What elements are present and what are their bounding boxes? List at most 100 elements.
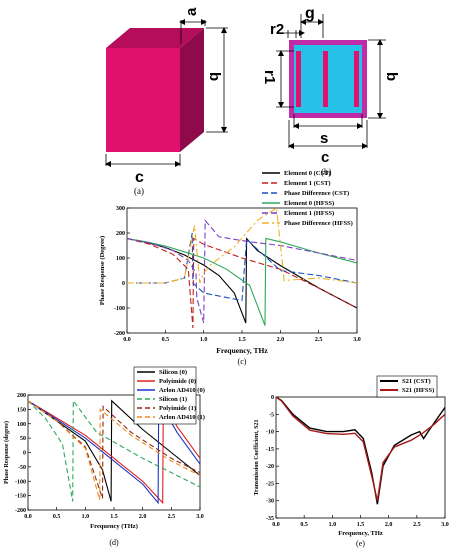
block-side-face <box>180 28 204 152</box>
dim-c-label: c <box>135 169 144 186</box>
x-tick-label: 0.5 <box>53 514 61 520</box>
y-tick-label: -150 <box>15 494 26 500</box>
y-tick-label: -15 <box>266 447 274 453</box>
chart-e-transmission: 0.0 0.5 1.0 1.5 2.0 2.5 3.0 0 -5 -10 -15 -20 -25 -30 -… <box>254 375 449 548</box>
series-line-phase-difference-hfss <box>127 208 357 284</box>
y-tick-label: -30 <box>266 499 274 505</box>
unitcell-strip-center <box>323 51 328 107</box>
y-tick-label: -35 <box>266 516 274 522</box>
y-tick-label: -100 <box>114 306 125 312</box>
y-tick-label: 200 <box>116 231 125 237</box>
y-tick-label: 0 <box>23 451 26 457</box>
chart-d-xlabel: Frequency (THz) <box>90 523 138 530</box>
y-tick-label: 50 <box>20 436 26 442</box>
dim-s-label: s <box>320 130 328 147</box>
series-line-silicon-1 <box>28 399 200 502</box>
legend-label: Arlon AD410 (0) <box>159 387 205 394</box>
panel-a-block: a b c (a) <box>105 7 228 196</box>
dim-b2-label: b <box>383 72 400 81</box>
y-tick-label: 100 <box>17 422 26 428</box>
chart-d-ylabel: Phase Response (degree) <box>3 421 10 484</box>
caption-a: (a) <box>134 186 144 196</box>
series-line-arlon-ad410-1 <box>28 400 200 501</box>
y-tick-label: -20 <box>266 464 274 470</box>
x-tick-label: 1.0 <box>200 337 208 343</box>
dim-g-label: g <box>305 5 315 22</box>
x-tick-label: 1.0 <box>329 522 337 528</box>
chart-c-ylabel: Phase Response (Degree) <box>99 236 106 305</box>
x-tick-label: 1.5 <box>357 522 365 528</box>
legend-label: Polyimide (1) <box>159 405 196 412</box>
legend-label: Arlon AD410 (1) <box>159 414 205 421</box>
series-line-element-0-cst <box>127 237 357 324</box>
dim-c2-label: c <box>321 149 329 166</box>
legend-label: Phase Difference (CST) <box>284 190 349 197</box>
x-tick-label: 2.5 <box>315 337 323 343</box>
y-tick-label: 150 <box>17 407 26 413</box>
panel-b-unitcell: r2 g r1 b s c (b) <box>261 5 400 177</box>
series-line-s21-hfss <box>276 397 445 501</box>
y-tick-label: -10 <box>266 430 274 436</box>
dim-r2-label: r2 <box>270 21 284 38</box>
legend-box <box>133 366 197 425</box>
x-tick-label: 2.5 <box>168 514 176 520</box>
series-line-silicon-0 <box>28 399 200 502</box>
caption-e: (e) <box>356 539 365 548</box>
chart-e-ylabel: Transmission Coefficient, S21 <box>254 419 260 495</box>
y-tick-label: -100 <box>15 479 26 485</box>
y-tick-label: 0 <box>122 281 125 287</box>
y-tick-label: 200 <box>17 393 26 399</box>
y-tick-label: -25 <box>266 481 274 487</box>
chart-c-phase-response: 0.0 0.5 1.0 1.5 2.0 2.5 3.0 300 200 100 0 -100 -200 F… <box>99 170 361 366</box>
legend-label: Element 1 (HFSS) <box>284 210 334 217</box>
legend-label: Element 0 (HFSS) <box>284 200 334 207</box>
x-tick-label: 0.5 <box>300 522 308 528</box>
legend-label: Polyimide (0) <box>159 378 196 385</box>
series-line-element-1-cst <box>127 237 357 329</box>
y-tick-label: -200 <box>114 331 125 337</box>
legend-label: S21 (HFSS) <box>402 387 434 394</box>
caption-d: (d) <box>109 538 119 547</box>
y-tick-label: -5 <box>269 412 274 418</box>
series-line-element-0-hfss <box>127 237 357 326</box>
block-front-face <box>106 48 180 152</box>
x-tick-label: 1.5 <box>238 337 246 343</box>
unitcell-strip-left <box>296 51 301 107</box>
legend-label: Silicon (1) <box>159 396 187 403</box>
y-tick-label: 100 <box>116 256 125 262</box>
x-tick-label: 3.0 <box>353 337 361 343</box>
series-line-s21-cst <box>276 397 445 505</box>
x-tick-label: 0.0 <box>272 522 280 528</box>
x-tick-label: 1.5 <box>110 514 118 520</box>
x-tick-label: 1.0 <box>82 514 90 520</box>
x-tick-label: 3.0 <box>196 514 204 520</box>
y-tick-label: -200 <box>15 508 26 514</box>
legend-label: Silicon (0) <box>159 369 187 376</box>
legend-label: Element 1 (CST) <box>284 180 331 187</box>
caption-c: (c) <box>238 357 247 366</box>
x-tick-label: 2.0 <box>277 337 285 343</box>
chart-c-xlabel: Frequency, THz <box>216 346 268 355</box>
x-tick-label: 2.0 <box>139 514 147 520</box>
chart-d-phase-response-materials: 0.0 0.5 1.0 1.5 2.0 2.5 3.0 200 150 100 50 0 -50 -100… <box>3 366 205 547</box>
x-tick-label: 3.0 <box>441 522 449 528</box>
dim-a-label: a <box>183 7 200 16</box>
chart-e-frame <box>275 396 446 519</box>
series-line-element-1-hfss <box>127 219 357 324</box>
legend-label: Phase Difference (HFSS) <box>284 220 353 227</box>
caption-b: (b) <box>321 167 332 177</box>
y-tick-label: 0 <box>271 395 274 401</box>
legend-label: S21 (CST) <box>402 378 431 385</box>
x-tick-label: 0.0 <box>123 337 131 343</box>
unitcell-strip-right <box>354 51 359 107</box>
series-line-phase-difference-cst <box>127 232 357 302</box>
x-tick-label: 2.5 <box>413 522 421 528</box>
dim-b-label: b <box>206 72 223 81</box>
x-tick-label: 0.0 <box>24 514 32 520</box>
x-tick-label: 0.5 <box>162 337 170 343</box>
block-top-face <box>106 28 204 48</box>
x-tick-label: 2.0 <box>385 522 393 528</box>
chart-e-xlabel: Frequency, THz <box>338 530 383 537</box>
legend-label: Element 0 (CST) <box>284 170 331 177</box>
